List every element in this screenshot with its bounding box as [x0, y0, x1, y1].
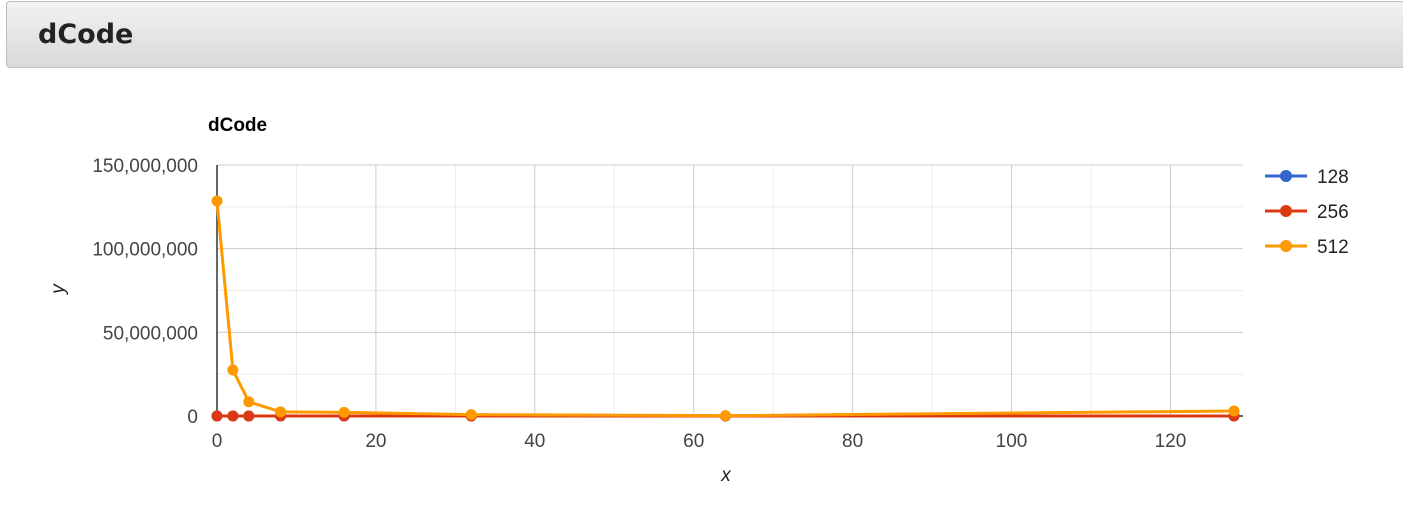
data-point-512 — [275, 406, 287, 418]
data-point-512 — [227, 364, 239, 376]
legend-label-512: 512 — [1317, 237, 1349, 258]
legend-label-256: 256 — [1317, 202, 1349, 223]
legend-swatch-marker-128 — [1280, 170, 1292, 182]
x-tick-label: 60 — [683, 431, 704, 452]
legend: 128 256 512 — [1265, 167, 1349, 258]
data-point-256 — [211, 410, 223, 422]
x-tick-label: 40 — [524, 431, 545, 452]
series-line-512 — [215, 200, 1235, 418]
data-point-512 — [338, 406, 350, 418]
x-tick-label: 100 — [996, 431, 1028, 452]
y-tick-label: 150,000,000 — [92, 156, 198, 177]
grid — [217, 164, 1243, 416]
x-tick-label: 0 — [212, 431, 223, 452]
x-axis-title: x — [720, 465, 732, 486]
y-tick-label: 0 — [187, 407, 198, 428]
y-tick-label: 50,000,000 — [103, 323, 198, 344]
data-point-512 — [211, 195, 223, 207]
data-point-512 — [465, 409, 477, 421]
chart-title: dCode — [208, 115, 267, 136]
legend-label-128: 128 — [1317, 167, 1349, 188]
data-point-256 — [227, 410, 239, 422]
header-bar: dCode — [6, 1, 1403, 68]
x-tick-label: 120 — [1155, 431, 1187, 452]
data-point-512 — [1228, 405, 1240, 417]
legend-swatch-marker-512 — [1280, 240, 1292, 252]
page-title: dCode — [38, 19, 134, 50]
data-point-512 — [243, 396, 255, 408]
y-axis-title: y — [48, 283, 69, 296]
x-tick-label: 80 — [842, 431, 863, 452]
data-point-256 — [243, 410, 255, 422]
legend-swatch-marker-256 — [1280, 205, 1292, 217]
x-tick-label: 20 — [365, 431, 386, 452]
series-layer — [211, 195, 1240, 422]
data-point-512 — [720, 410, 731, 422]
y-tick-label: 100,000,000 — [92, 240, 198, 261]
